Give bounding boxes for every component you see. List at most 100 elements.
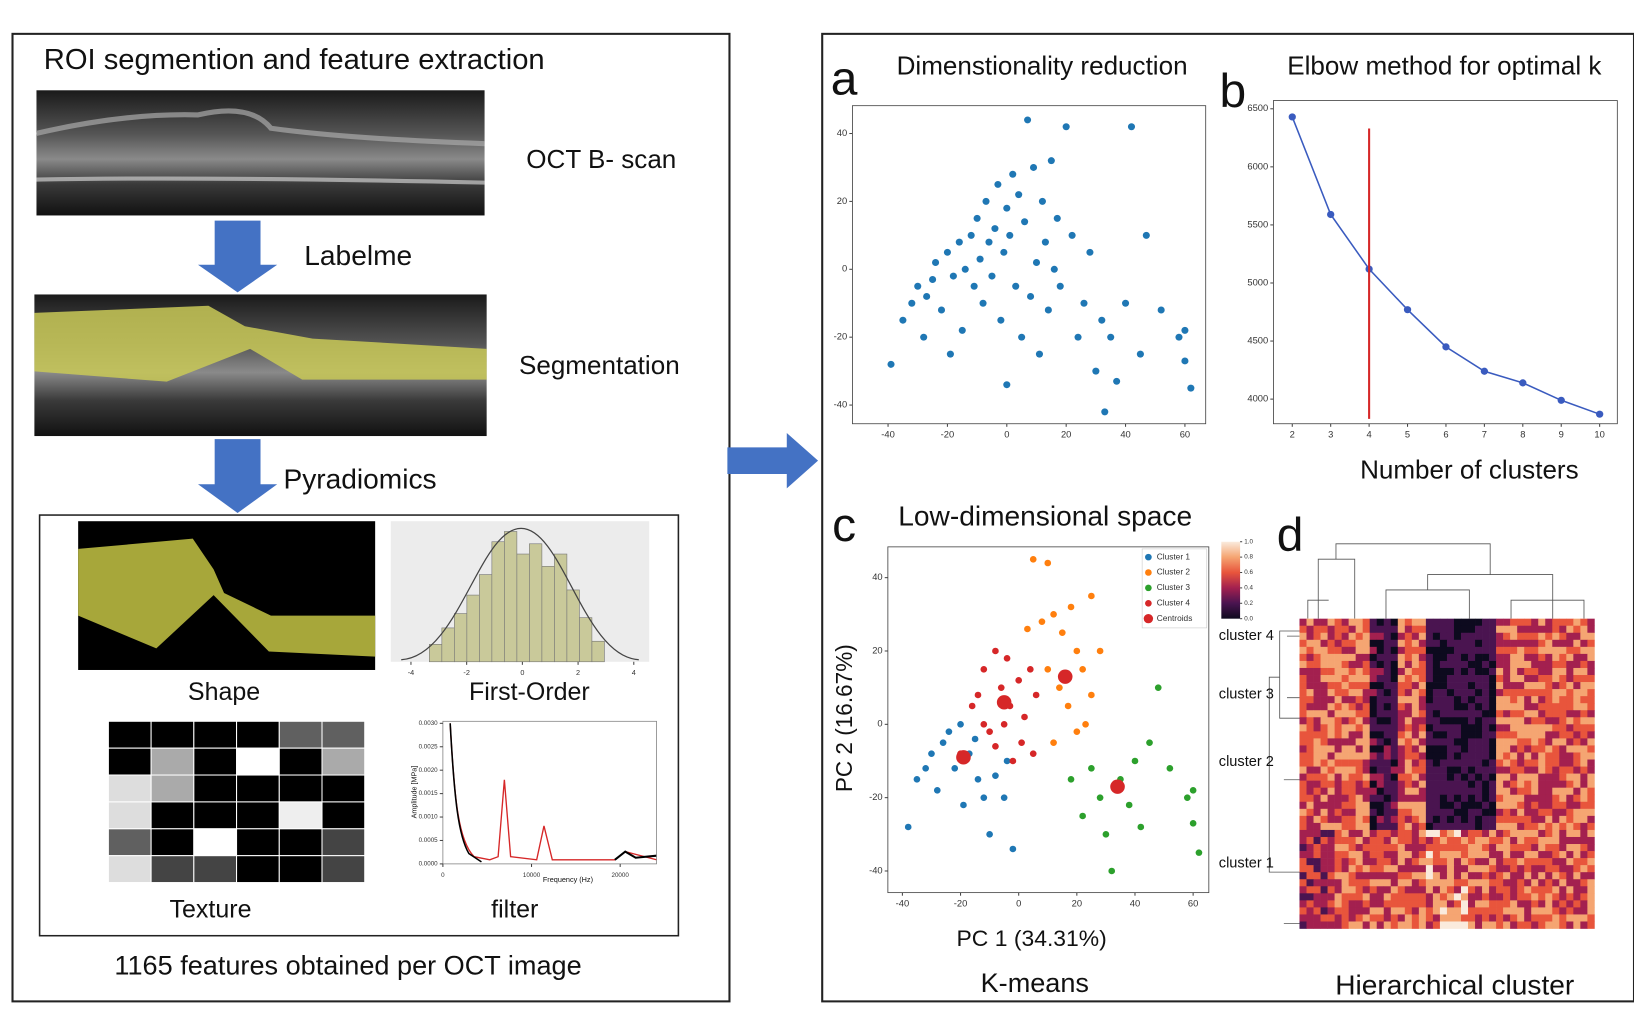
heatmap-cell bbox=[1313, 829, 1321, 838]
heatmap-cell bbox=[1482, 724, 1490, 732]
heatmap-cell bbox=[1425, 653, 1434, 662]
heatmap-cell bbox=[1299, 653, 1307, 662]
heatmap-cell bbox=[1418, 667, 1427, 676]
heatmap-cell bbox=[1496, 773, 1504, 781]
scatter-point bbox=[1088, 592, 1095, 600]
scatter-point bbox=[1032, 259, 1041, 266]
heatmap-cell bbox=[1446, 710, 1455, 718]
heatmap-cell bbox=[1524, 822, 1532, 831]
heatmap-cell bbox=[1482, 815, 1490, 824]
heatmap-cell bbox=[1299, 900, 1307, 908]
heatmap-cell bbox=[1503, 872, 1511, 880]
heatmap-cell bbox=[1517, 879, 1525, 887]
heatmap-cell bbox=[1369, 872, 1378, 880]
heatmap-cell bbox=[1397, 780, 1406, 788]
heatmap-cell bbox=[1496, 801, 1504, 810]
texture-cell bbox=[321, 828, 366, 857]
heatmap-cell bbox=[1489, 872, 1497, 880]
scatter-point bbox=[1137, 823, 1145, 831]
heatmap-cell bbox=[1446, 731, 1455, 739]
heatmap-cell bbox=[1348, 907, 1356, 915]
heatmap-cell bbox=[1306, 808, 1314, 817]
heatmap-cell bbox=[1517, 689, 1525, 697]
heatmap-cell bbox=[1313, 752, 1321, 760]
heatmap-cell bbox=[1397, 787, 1406, 796]
texture-cell bbox=[107, 855, 152, 884]
heatmap-cell bbox=[1587, 639, 1595, 648]
heatmap-cell bbox=[1538, 646, 1546, 655]
heatmap-cell bbox=[1538, 879, 1546, 887]
heatmap-cell bbox=[1496, 653, 1504, 662]
heatmap-cell bbox=[1460, 808, 1469, 817]
heatmap-cell bbox=[1348, 822, 1356, 831]
heatmap-cell bbox=[1306, 780, 1314, 788]
heatmap-cell bbox=[1496, 865, 1504, 873]
heatmap-cell bbox=[1313, 865, 1321, 873]
line-point bbox=[1557, 396, 1565, 404]
heatmap-cell bbox=[1320, 822, 1328, 831]
x-tick-label: -20 bbox=[954, 898, 968, 908]
heatmap-cell bbox=[1411, 759, 1420, 767]
scatter-point bbox=[1187, 384, 1195, 392]
heatmap-cell bbox=[1503, 646, 1511, 655]
heatmap-cell bbox=[1320, 829, 1328, 838]
heatmap-cell bbox=[1439, 893, 1448, 901]
heatmap-cell bbox=[1425, 773, 1434, 781]
heatmap-cell bbox=[1362, 815, 1371, 824]
heatmap-cell bbox=[1320, 731, 1328, 739]
heatmap-cell bbox=[1580, 794, 1588, 803]
heatmap-cell bbox=[1524, 787, 1532, 796]
heatmap-cell bbox=[1489, 696, 1497, 704]
heatmap-cell bbox=[1531, 886, 1539, 894]
heatmap-cell bbox=[1348, 632, 1356, 641]
scatter-point bbox=[1003, 381, 1011, 389]
heatmap-cell bbox=[1327, 815, 1335, 824]
heatmap-cell bbox=[1482, 703, 1490, 711]
scatter-point bbox=[997, 684, 1005, 691]
heatmap-cell bbox=[1538, 745, 1546, 753]
x-tick-label: 0 bbox=[1004, 430, 1009, 440]
heatmap-cell bbox=[1496, 900, 1504, 908]
heatmap-cell bbox=[1566, 696, 1574, 704]
heatmap-cell bbox=[1566, 815, 1574, 824]
heatmap-cell bbox=[1482, 794, 1490, 803]
heatmap-cell bbox=[1566, 914, 1574, 922]
heatmap-cell bbox=[1468, 921, 1476, 929]
heatmap-cell bbox=[1475, 844, 1483, 852]
x-tick-label: 9 bbox=[1559, 430, 1564, 440]
heatmap-cell bbox=[1348, 703, 1356, 711]
heatmap-cell bbox=[1573, 822, 1581, 831]
heatmap-cell bbox=[1369, 738, 1378, 746]
heatmap-cell bbox=[1475, 752, 1483, 760]
filter-frame bbox=[442, 720, 657, 865]
heatmap-cell bbox=[1460, 682, 1469, 690]
heatmap-cell bbox=[1517, 815, 1525, 824]
y-tick-label: -20 bbox=[869, 792, 883, 802]
heatmap-cell bbox=[1397, 717, 1406, 725]
heatmap-cell bbox=[1524, 879, 1532, 887]
heatmap-cell bbox=[1503, 689, 1511, 697]
heatmap-cell bbox=[1383, 639, 1392, 648]
heatmap-cell bbox=[1404, 865, 1413, 873]
heatmap-cell bbox=[1362, 773, 1371, 781]
scatter-point bbox=[1027, 292, 1035, 300]
heatmap-cell bbox=[1482, 808, 1490, 817]
heatmap-cell bbox=[1453, 907, 1462, 915]
heatmap-cell bbox=[1573, 872, 1581, 880]
heatmap-cell bbox=[1397, 675, 1406, 683]
heatmap-cell bbox=[1475, 618, 1483, 627]
scatter-point bbox=[1183, 794, 1191, 801]
heatmap-cell bbox=[1320, 703, 1328, 711]
scatter-point bbox=[1073, 728, 1081, 735]
heatmap-cell bbox=[1425, 858, 1434, 866]
heatmap-cell bbox=[1496, 639, 1504, 648]
heatmap-cell bbox=[1383, 752, 1392, 760]
heatmap-cell bbox=[1299, 851, 1307, 859]
heatmap-cell bbox=[1552, 893, 1560, 901]
heatmap-cell bbox=[1475, 801, 1483, 810]
heatmap-cell bbox=[1446, 872, 1455, 880]
heatmap-cell bbox=[1411, 625, 1420, 634]
heatmap-cell bbox=[1348, 660, 1356, 669]
heatmap-cell bbox=[1580, 886, 1588, 894]
heatmap-cell bbox=[1411, 851, 1420, 859]
